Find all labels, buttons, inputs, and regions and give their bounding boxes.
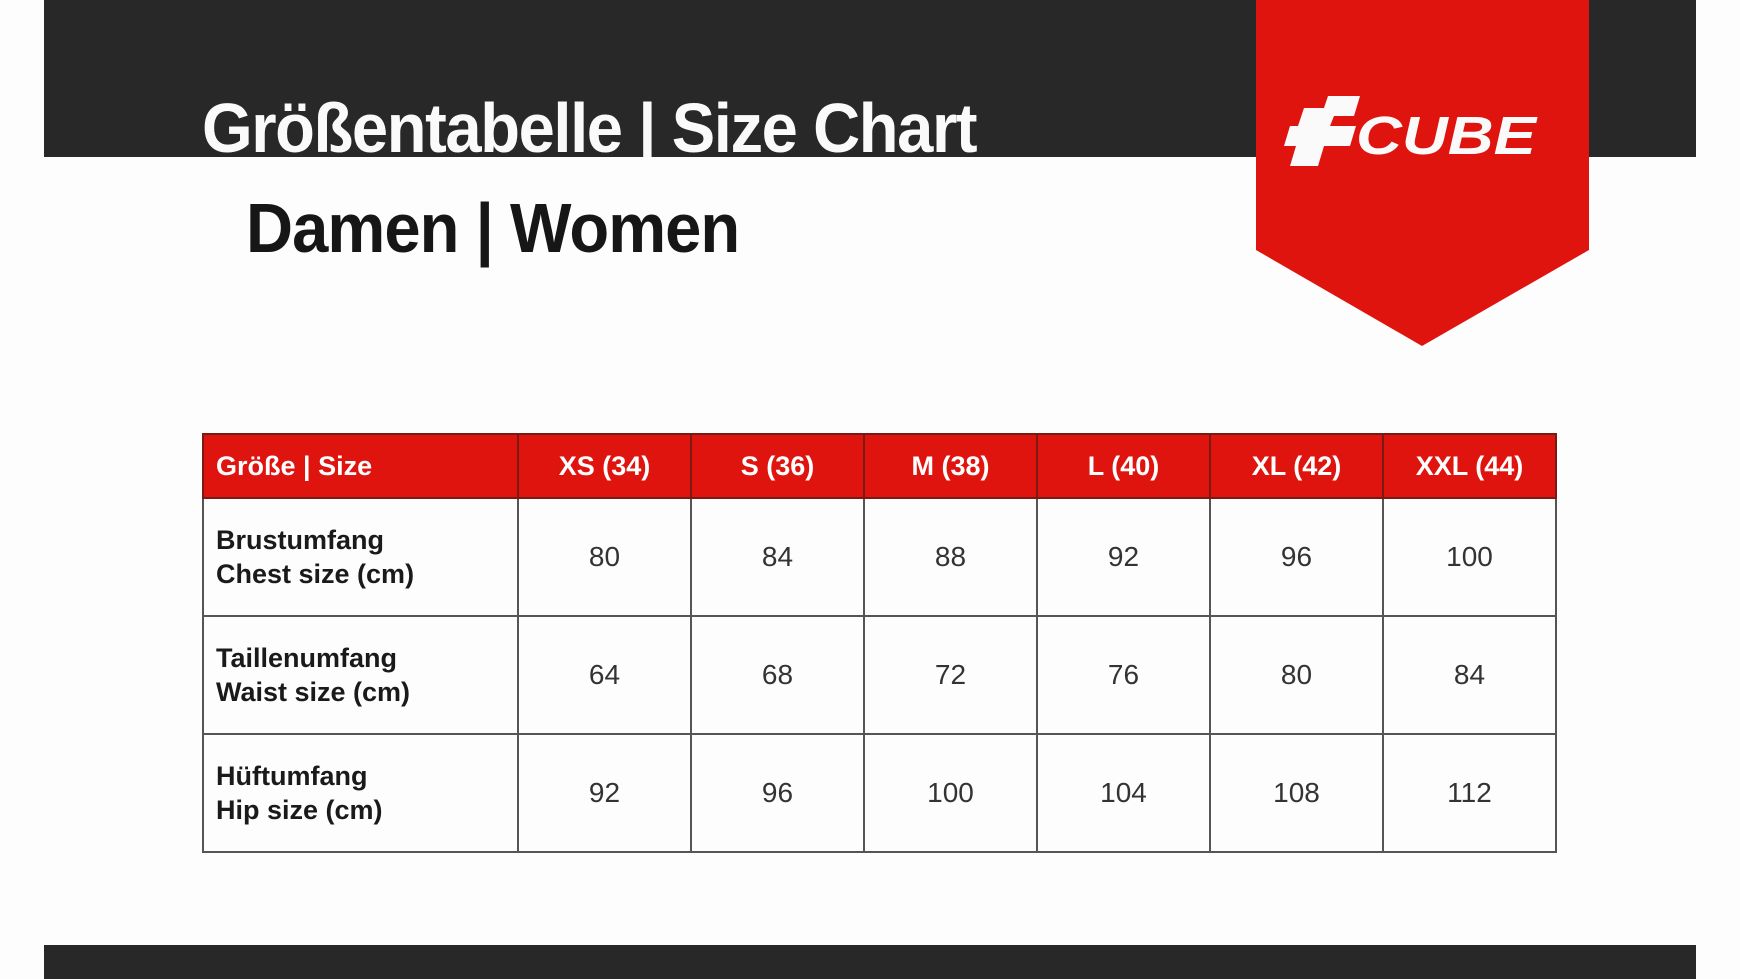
column-header: XS (34) <box>517 433 692 499</box>
table-cell: 108 <box>1209 733 1384 853</box>
table-cell: 96 <box>1209 497 1384 617</box>
table-cell: 104 <box>1036 733 1211 853</box>
table-cell: 84 <box>1382 615 1557 735</box>
table-cell: 80 <box>1209 615 1384 735</box>
column-header-size: Größe | Size <box>202 433 519 499</box>
table-row-waist: Taillenumfang Waist size (cm) 64 68 72 76… <box>202 615 1557 735</box>
column-header: S (36) <box>690 433 865 499</box>
table-cell: 88 <box>863 497 1038 617</box>
cube-cross-icon <box>1284 96 1360 166</box>
table-row-hip: Hüftumfang Hip size (cm) 92 96 100 104 10… <box>202 733 1557 853</box>
row-label-de: Hüftumfang <box>216 761 368 791</box>
table-header-row: Größe | Size XS (34) S (36) M (38) L (40… <box>202 433 1557 499</box>
cube-logo-text: CUBE <box>1356 106 1538 166</box>
banner-shape <box>1256 0 1589 346</box>
page-title: Größentabelle | Size Chart <box>202 89 978 157</box>
table-cell: 72 <box>863 615 1038 735</box>
table-cell: 68 <box>690 615 865 735</box>
table-cell: 84 <box>690 497 865 617</box>
row-label: Hüftumfang Hip size (cm) <box>202 733 519 853</box>
row-label-de: Brustumfang <box>216 525 384 555</box>
table-cell: 92 <box>517 733 692 853</box>
column-header: L (40) <box>1036 433 1211 499</box>
row-label: Brustumfang Chest size (cm) <box>202 497 519 617</box>
cube-logo-banner: CUBE <box>1256 0 1589 346</box>
row-label: Taillenumfang Waist size (cm) <box>202 615 519 735</box>
table-cell: 100 <box>1382 497 1557 617</box>
column-header: M (38) <box>863 433 1038 499</box>
table-cell: 96 <box>690 733 865 853</box>
table-row-chest: Brustumfang Chest size (cm) 80 84 88 92 9… <box>202 497 1557 617</box>
row-label-en: Hip size (cm) <box>216 795 383 825</box>
table-cell: 76 <box>1036 615 1211 735</box>
row-label-de: Taillenumfang <box>216 643 398 673</box>
page-subtitle: Damen | Women <box>246 189 740 267</box>
table-cell: 112 <box>1382 733 1557 853</box>
table-cell: 64 <box>517 615 692 735</box>
table-cell: 80 <box>517 497 692 617</box>
footer-band <box>44 945 1696 979</box>
size-table: Größe | Size XS (34) S (36) M (38) L (40… <box>202 433 1557 853</box>
table-cell: 92 <box>1036 497 1211 617</box>
row-label-en: Waist size (cm) <box>216 677 411 707</box>
column-header: XL (42) <box>1209 433 1384 499</box>
column-header: XXL (44) <box>1382 433 1557 499</box>
table-cell: 100 <box>863 733 1038 853</box>
row-label-en: Chest size (cm) <box>216 559 415 589</box>
